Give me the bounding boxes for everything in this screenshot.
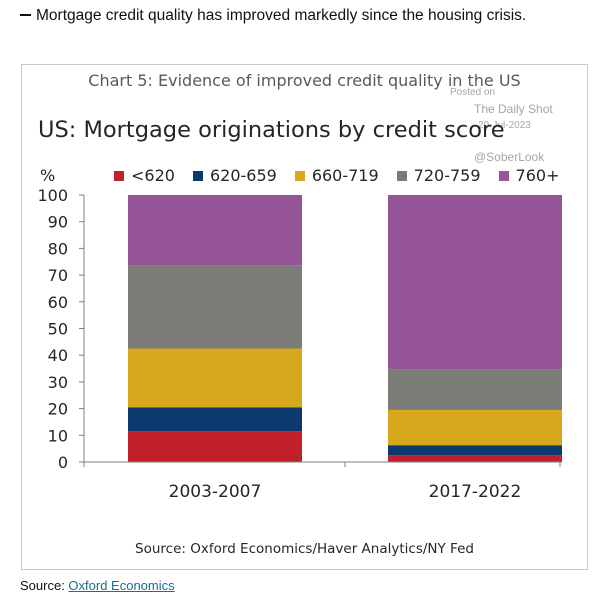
headline: Mortgage credit quality has improved mar…	[20, 7, 526, 25]
legend-item: 720-759	[396, 166, 481, 185]
bar-segment	[388, 369, 562, 410]
source-label: Source:	[20, 578, 69, 593]
bar-segment	[128, 195, 302, 266]
x-tick-label: 2017-2022	[429, 482, 522, 502]
bar-segment	[388, 445, 562, 456]
legend-label: 760+	[515, 166, 560, 185]
legend-item: <620	[114, 166, 175, 185]
legend-item: 660-719	[294, 166, 379, 185]
headline-text: Mortgage credit quality has improved mar…	[36, 7, 527, 24]
y-axis-label: %	[40, 166, 56, 185]
y-tick-label: 30	[48, 373, 68, 392]
y-tick-label: 0	[58, 453, 68, 472]
y-tick-label: 100	[37, 186, 68, 205]
watermark-site: The Daily Shot	[474, 102, 553, 116]
watermark-posted: Posted on	[450, 87, 496, 98]
watermark-handle: @SoberLook	[474, 150, 545, 164]
y-tick-label: 20	[48, 400, 68, 419]
bar-segment	[388, 195, 562, 370]
dash-icon	[20, 13, 31, 16]
chart-source: Source: Oxford Economics/Haver Analytics…	[135, 541, 474, 557]
y-tick-label: 40	[48, 346, 68, 365]
legend: <620 620-659 660-719 720-759 760+	[114, 166, 577, 185]
legend-item: 760+	[498, 166, 560, 185]
chart-frame: Chart 5: Evidence of improved credit qua…	[21, 64, 588, 570]
watermark-date: 20-Jul-2023	[478, 120, 531, 131]
legend-label: 660-719	[311, 166, 379, 185]
bar-segment	[128, 265, 302, 349]
y-tick-label: 10	[48, 426, 68, 445]
y-tick-label: 90	[48, 213, 68, 232]
legend-label: 720-759	[413, 166, 481, 185]
legend-swatch	[294, 170, 305, 181]
source-link[interactable]: Oxford Economics	[68, 578, 175, 593]
y-tick-label: 80	[48, 239, 68, 258]
plot-area: 0 10 20 30 40 50 60 70 80 90 100 2003-2007 2017-2022	[37, 186, 562, 502]
bar-segment	[128, 407, 302, 432]
bar-segment	[388, 409, 562, 446]
bar-segment	[128, 431, 302, 462]
y-tick-label: 60	[48, 293, 68, 312]
x-tick-label: 2003-2007	[169, 482, 262, 502]
source-footer: Source: Oxford Economics	[20, 578, 175, 593]
y-tick-label: 70	[48, 266, 68, 285]
bar-segment	[128, 348, 302, 408]
legend-label: 620-659	[209, 166, 277, 185]
chart-title: Chart 5: Evidence of improved credit qua…	[88, 71, 521, 90]
legend-label: <620	[131, 166, 175, 185]
legend-swatch	[192, 170, 203, 181]
bar-segment	[388, 455, 562, 462]
legend-swatch	[396, 170, 407, 181]
legend-swatch	[114, 170, 124, 181]
y-tick-label: 50	[48, 320, 68, 339]
legend-item: 620-659	[192, 166, 277, 185]
legend-swatch	[498, 170, 509, 181]
chart-subtitle: US: Mortgage originations by credit scor…	[38, 117, 505, 143]
